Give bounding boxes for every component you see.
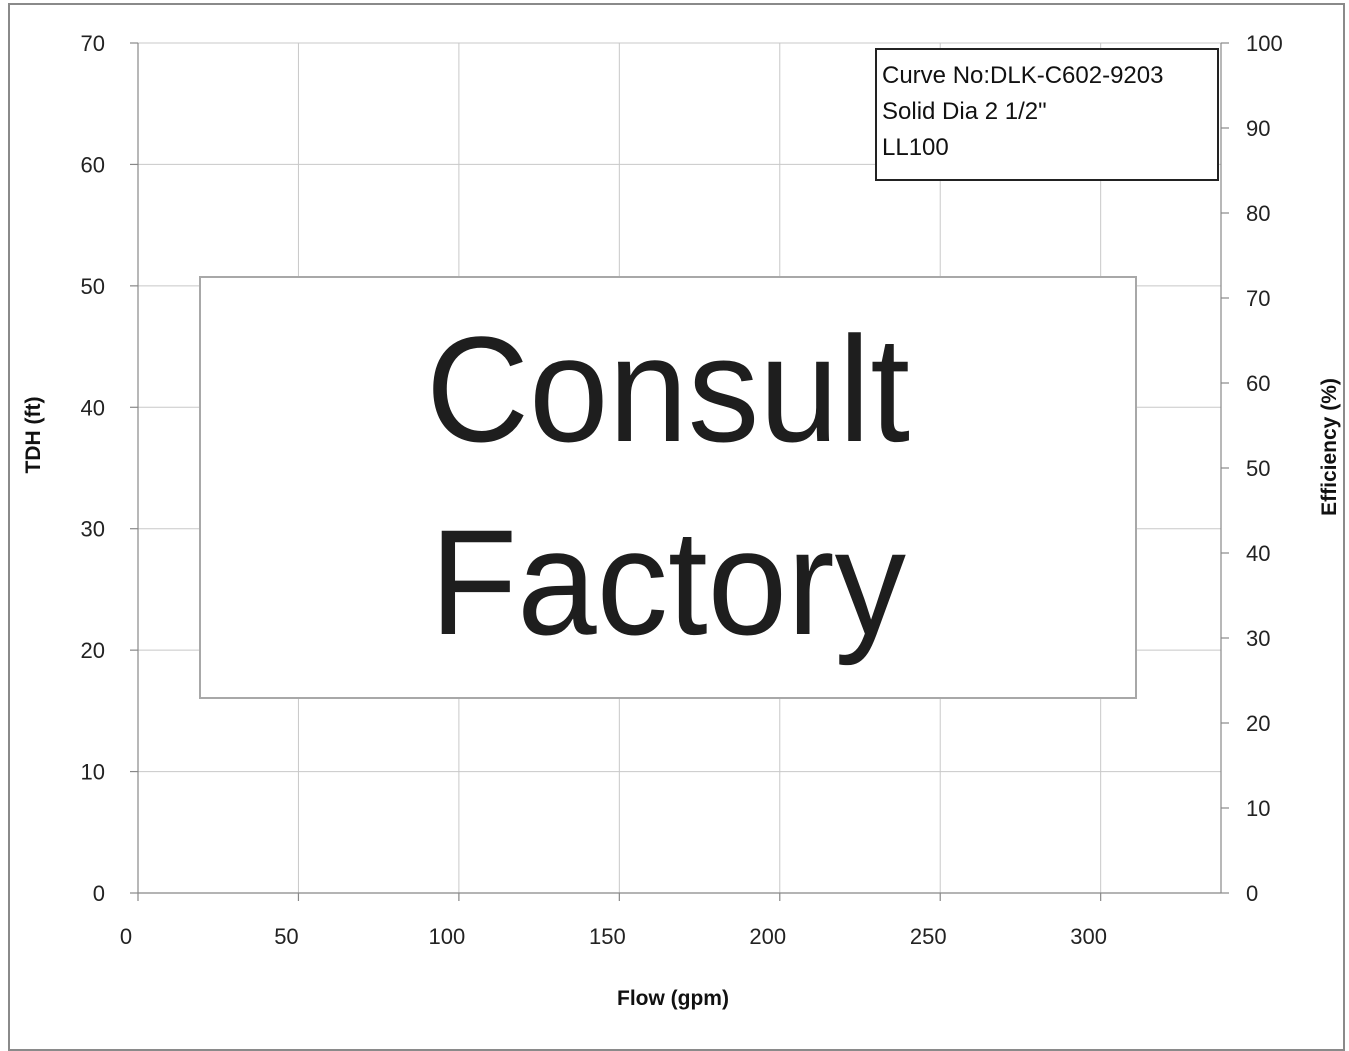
y2-tick-label: 30 [1246, 626, 1270, 651]
y2-tick-label: 60 [1246, 371, 1270, 396]
info-box-border [875, 48, 1219, 181]
x-tick-label: 200 [749, 924, 786, 949]
x-tick-label: 300 [1070, 924, 1107, 949]
consult-factory-overlay: Consult Factory [199, 276, 1137, 699]
overlay-box [199, 276, 1137, 699]
y-tick-label: 10 [81, 760, 105, 785]
y-tick-label: 60 [81, 152, 105, 177]
y2-tick-label: 10 [1246, 796, 1270, 821]
curve-number-text: Curve No:DLK-C602-9203 [882, 62, 1163, 89]
y-tick-label: 0 [93, 881, 105, 906]
y-tick-label: 40 [81, 395, 105, 420]
overlay-line-factory: Factory [430, 498, 906, 666]
model-text: LL100 [882, 134, 949, 161]
y2-tick-label: 50 [1246, 456, 1270, 481]
x-tick-label: 100 [429, 924, 466, 949]
y-tick-label: 70 [81, 31, 105, 56]
y2-tick-label: 80 [1246, 201, 1270, 226]
x-tick-label: 250 [910, 924, 947, 949]
y2-tick-label: 0 [1246, 881, 1258, 906]
info-box: Curve No:DLK-C602-9203 Solid Dia 2 1/2" … [875, 48, 1219, 181]
x-tick-label: 50 [274, 924, 298, 949]
x-tick-label: 0 [120, 924, 132, 949]
y2-tick-label: 70 [1246, 286, 1270, 311]
x-tick-group: 0 50 100 150 200 250 300 [120, 893, 1107, 949]
y-tick-label: 20 [81, 638, 105, 663]
y-axis-title: TDH (ft) [22, 397, 45, 474]
y-tick-label: 50 [81, 274, 105, 299]
x-axis-title: Flow (gpm) [617, 987, 729, 1010]
y-tick-group: 0 10 20 30 40 50 60 70 [81, 31, 138, 906]
solid-diameter-text: Solid Dia 2 1/2" [882, 98, 1047, 125]
y2-tick-group: 0 10 20 30 40 50 60 70 80 90 100 [1221, 31, 1283, 906]
y-tick-label: 30 [81, 517, 105, 542]
y2-tick-label: 90 [1246, 116, 1270, 141]
y2-tick-label: 20 [1246, 711, 1270, 736]
y2-axis-title: Efficiency (%) [1318, 378, 1341, 516]
x-tick-label: 150 [589, 924, 626, 949]
y2-tick-label: 40 [1246, 541, 1270, 566]
y2-tick-label: 100 [1246, 31, 1283, 56]
overlay-line-consult: Consult [426, 305, 910, 473]
